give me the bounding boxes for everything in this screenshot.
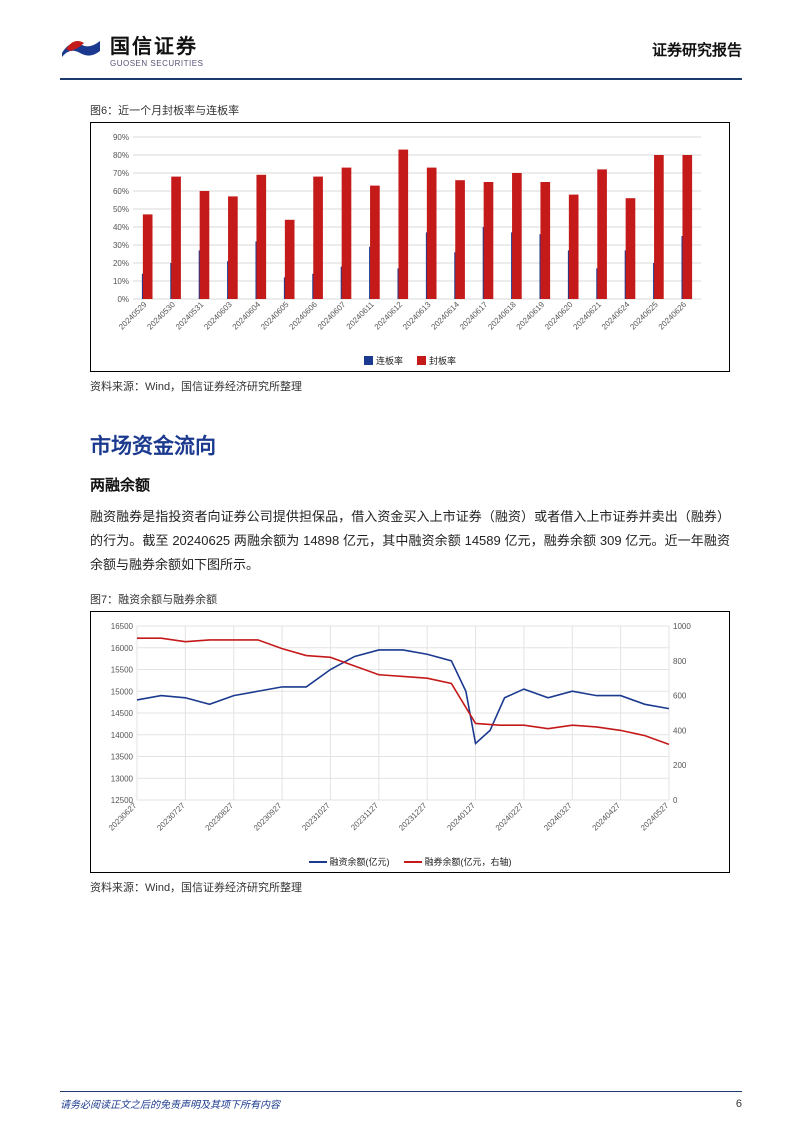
svg-text:20240612: 20240612 [373,300,405,332]
section-title: 市场资金流向 [90,430,730,460]
svg-text:20240531: 20240531 [174,300,206,332]
svg-text:80%: 80% [113,151,129,160]
svg-text:15500: 15500 [111,666,134,675]
svg-text:1000: 1000 [673,622,691,631]
footer-disclaimer: 请务必阅读正文之后的免责声明及其项下所有内容 [60,1096,280,1111]
svg-text:20240621: 20240621 [571,300,603,332]
header-divider [60,78,742,80]
svg-text:15000: 15000 [111,687,134,696]
figure6-bar-chart: 0%10%20%30%40%50%60%70%80%90%20240529202… [97,129,709,347]
svg-text:20230627: 20230627 [107,801,139,833]
svg-text:70%: 70% [113,169,129,178]
svg-text:20240529: 20240529 [117,300,149,332]
svg-text:20231027: 20231027 [300,801,332,833]
section-body-text: 融资融券是指投资者向证券公司提供担保品，借入资金买入上市证券（融资）或者借入上市… [90,505,730,577]
svg-text:600: 600 [673,692,687,701]
svg-text:20%: 20% [113,259,129,268]
svg-text:10%: 10% [113,277,129,286]
svg-text:20240611: 20240611 [345,300,377,332]
svg-text:16000: 16000 [111,644,134,653]
figure7-legend: 融资余额(亿元) 融券余额(亿元，右轴) [97,855,723,868]
figure6-legend: 连板率 封板率 [97,354,723,367]
svg-text:20240527: 20240527 [639,801,671,833]
svg-text:200: 200 [673,761,687,770]
legend-item: 融券余额(亿元，右轴) [404,855,512,868]
figure7-source: 资料来源：Wind，国信证券经济研究所整理 [90,879,730,895]
svg-text:20240427: 20240427 [591,801,623,833]
svg-text:20230727: 20230727 [155,801,187,833]
legend-item: 连板率 [364,354,403,367]
svg-text:60%: 60% [113,187,129,196]
svg-text:20230927: 20230927 [252,801,284,833]
svg-text:20240618: 20240618 [486,300,518,332]
svg-text:14500: 14500 [111,709,134,718]
svg-text:20240605: 20240605 [259,300,291,332]
svg-text:0%: 0% [117,295,129,304]
figure6-frame: 0%10%20%30%40%50%60%70%80%90%20240529202… [90,122,730,372]
svg-text:20240624: 20240624 [600,300,632,332]
svg-text:50%: 50% [113,205,129,214]
svg-text:20240625: 20240625 [628,300,660,332]
svg-text:20240614: 20240614 [429,300,461,332]
page: 国信证券 GUOSEN SECURITIES 证券研究报告 图6：近一个月封板率… [0,0,802,1133]
company-name-cn: 国信证券 [110,30,203,59]
figure7-line-chart: 1250013000135001400014500150001550016000… [97,618,709,848]
svg-text:20231127: 20231127 [349,801,381,833]
figure7-caption: 图7：融资余额与融券余额 [90,591,730,607]
svg-text:20230827: 20230827 [204,801,236,833]
company-name-en: GUOSEN SECURITIES [110,59,203,68]
svg-text:20240127: 20240127 [445,801,477,833]
svg-text:40%: 40% [113,223,129,232]
svg-text:20240617: 20240617 [458,300,490,332]
svg-text:20240604: 20240604 [231,300,263,332]
svg-text:20240227: 20240227 [494,801,526,833]
svg-text:20240620: 20240620 [543,300,575,332]
svg-text:90%: 90% [113,133,129,142]
svg-text:20240606: 20240606 [287,300,319,332]
legend-item: 封板率 [417,354,456,367]
svg-text:13000: 13000 [111,774,134,783]
content-area: 图6：近一个月封板率与连板率 0% 10% 20% 30% 40% 50% 60% 70% 80… [0,102,802,895]
svg-text:13500: 13500 [111,753,134,762]
page-header: 国信证券 GUOSEN SECURITIES 证券研究报告 [0,0,802,74]
figure7-frame: 1250013000135001400014500150001550016000… [90,611,730,873]
svg-text:20240327: 20240327 [542,801,574,833]
legend-item: 融资余额(亿元) [309,855,390,868]
svg-text:20231227: 20231227 [397,801,429,833]
svg-text:800: 800 [673,657,687,666]
footer-divider [60,1091,742,1092]
svg-text:20240619: 20240619 [515,300,547,332]
svg-text:20240603: 20240603 [202,300,234,332]
page-number: 6 [736,1098,742,1110]
figure6-caption: 图6：近一个月封板率与连板率 [90,102,730,118]
svg-text:400: 400 [673,727,687,736]
figure6-source: 资料来源：Wind，国信证券经济研究所整理 [90,378,730,394]
svg-text:20240613: 20240613 [401,300,433,332]
company-logo-block: 国信证券 GUOSEN SECURITIES [60,30,203,68]
page-footer: 请务必阅读正文之后的免责声明及其项下所有内容 6 [60,1091,742,1111]
company-logo-icon [60,33,102,65]
section-subhead: 两融余额 [90,474,730,495]
svg-text:30%: 30% [113,241,129,250]
svg-text:20240607: 20240607 [316,300,348,332]
svg-text:0: 0 [673,796,678,805]
svg-text:20240530: 20240530 [145,300,177,332]
svg-text:14000: 14000 [111,731,134,740]
svg-text:20240626: 20240626 [657,300,689,332]
document-type-title: 证券研究报告 [652,39,742,60]
svg-text:16500: 16500 [111,622,134,631]
